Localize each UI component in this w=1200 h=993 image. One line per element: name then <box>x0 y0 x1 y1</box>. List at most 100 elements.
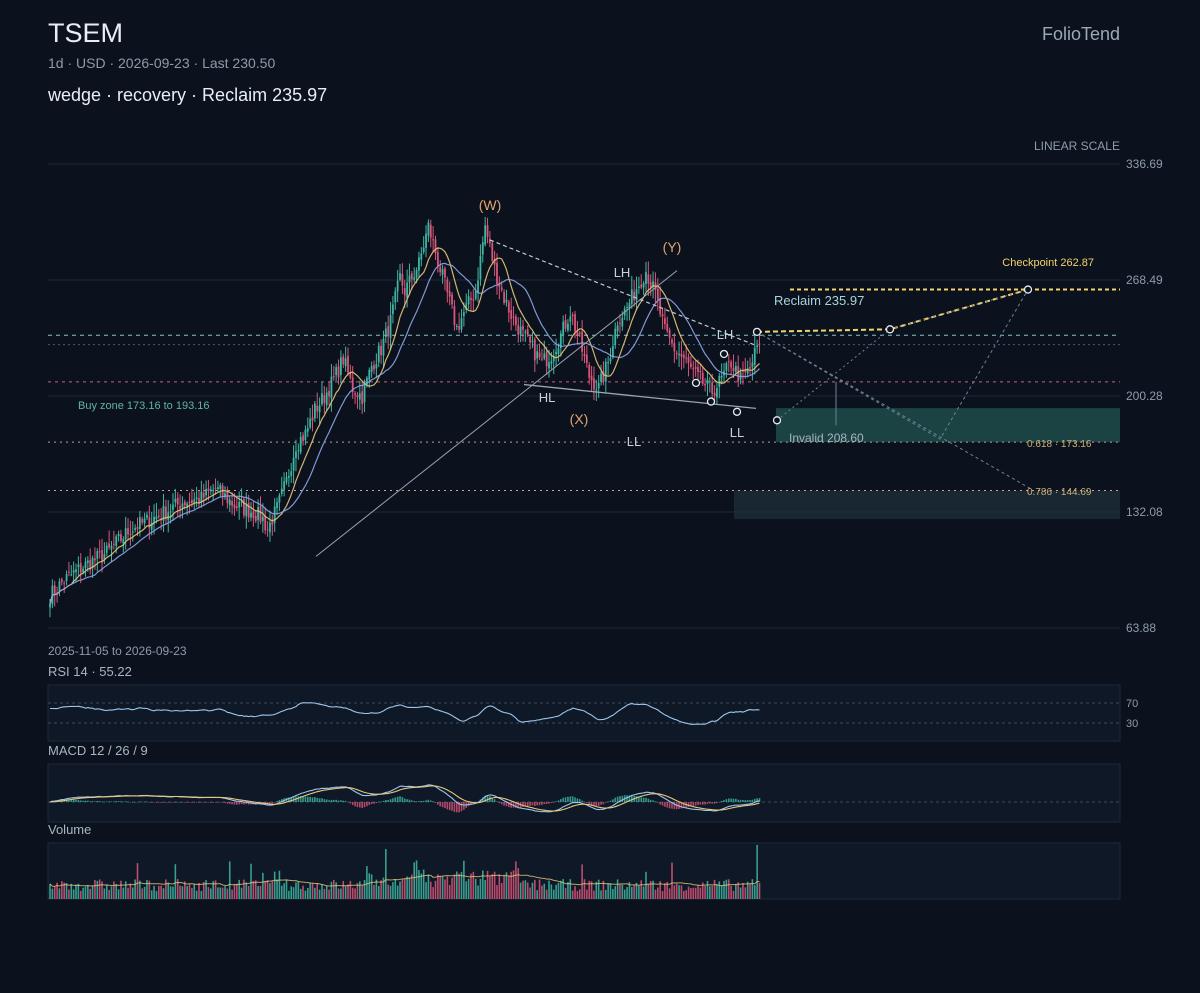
macd-hist-bar <box>148 802 151 803</box>
macd-hist-bar <box>515 802 517 808</box>
invalid-label: Invalid 208.60 <box>789 431 864 445</box>
macd-hist-bar <box>280 799 283 802</box>
volume-bar <box>217 887 219 899</box>
volume-bar <box>413 862 416 899</box>
volume-bar <box>316 883 319 899</box>
candle-body <box>186 503 189 507</box>
candle-body <box>690 363 692 368</box>
volume-bar <box>687 886 690 899</box>
volume-bar <box>692 887 695 899</box>
candle-body <box>250 512 252 518</box>
volume-bar <box>403 878 406 899</box>
candle-body <box>176 497 179 505</box>
macd-hist-bar <box>484 795 486 802</box>
candle-body <box>666 323 669 331</box>
macd-hist-bar <box>432 801 434 802</box>
rsi-level-label: 30 <box>1126 718 1138 730</box>
candle-body <box>512 316 515 318</box>
candle-body <box>597 382 600 389</box>
macd-hist-bar <box>597 802 600 806</box>
candle-body <box>269 522 271 533</box>
candle-body <box>697 367 699 372</box>
volume-bar <box>477 885 479 899</box>
macd-hist-bar <box>214 802 217 803</box>
volume-bar <box>394 879 397 899</box>
macd-hist-bar <box>306 796 309 802</box>
wave-label-w: (W) <box>479 197 502 213</box>
macd-hist-bar <box>84 800 87 802</box>
volume-bar <box>593 890 595 899</box>
macd-hist-bar <box>79 800 82 802</box>
macd-hist-bar <box>231 802 233 805</box>
macd-hist-bar <box>91 801 94 802</box>
macd-hist-bar <box>581 800 583 802</box>
macd-hist-bar <box>273 802 276 803</box>
macd-hist-bar <box>498 802 501 804</box>
volume-bar <box>685 890 687 899</box>
macd-hist-bar <box>453 802 456 812</box>
volume-bar <box>96 880 99 899</box>
macd-hist-bar <box>732 798 735 802</box>
volume-bar <box>701 882 704 899</box>
macd-hist-bar <box>238 802 240 805</box>
macd-hist-bar <box>578 799 581 802</box>
volume-bar <box>753 885 756 899</box>
macd-hist-bar <box>333 799 335 802</box>
volume-bar <box>318 889 321 899</box>
candle-body <box>465 303 468 310</box>
volume-bar <box>136 863 139 899</box>
macd-hist-bar <box>254 802 257 805</box>
reclaim-label: Reclaim 235.97 <box>774 293 864 308</box>
candle-body <box>164 506 167 520</box>
volume-bar <box>588 880 591 899</box>
volume-bar <box>571 890 574 899</box>
volume-bar <box>479 878 482 899</box>
macd-hist-bar <box>486 795 489 802</box>
volume-bar <box>744 887 747 899</box>
macd-hist-bar <box>321 798 323 802</box>
macd-hist-bar <box>723 800 725 802</box>
candle-body <box>458 325 461 330</box>
macd-hist-bar <box>89 801 92 802</box>
candle-body <box>349 372 352 378</box>
candle-body <box>611 346 614 358</box>
macd-hist-bar <box>359 802 361 808</box>
macd-hist-bar <box>172 802 174 803</box>
volume-bar <box>311 883 314 899</box>
ma-fast-line <box>49 247 760 605</box>
candle-body <box>238 502 241 508</box>
volume-bar <box>649 880 652 899</box>
volume-bar <box>212 881 214 899</box>
volume-bar <box>337 888 340 899</box>
volume-bar <box>143 886 146 899</box>
volume-bar <box>758 882 761 899</box>
candle-body <box>548 362 550 369</box>
volume-bar <box>427 874 430 899</box>
candle-body <box>366 377 368 385</box>
candle-body <box>470 298 472 300</box>
macd-hist-bar <box>120 801 122 802</box>
macd-hist-bar <box>356 802 359 808</box>
volume-bar <box>642 886 645 899</box>
candle-body <box>217 487 219 490</box>
fib-618-label: 0.618 · 173.16 <box>1027 439 1092 450</box>
macd-hist-bar <box>730 798 732 802</box>
volume-bar <box>718 881 721 899</box>
macd-hist-bar <box>406 799 408 802</box>
macd-hist-bar <box>441 802 444 808</box>
volume-bar <box>614 886 617 899</box>
macd-hist-bar <box>351 802 354 806</box>
candle-body <box>744 370 747 373</box>
volume-bar <box>233 884 236 899</box>
macd-hist-bar <box>411 800 413 802</box>
macd-signal-line <box>49 785 760 812</box>
volume-bar <box>160 885 162 899</box>
macd-hist-bar <box>68 799 70 802</box>
candle-body <box>271 520 274 526</box>
candle-body <box>652 281 654 287</box>
volume-bar <box>470 873 472 899</box>
macd-hist-bar <box>236 802 238 805</box>
volume-bar <box>581 864 583 899</box>
scale-toggle[interactable]: LINEAR SCALE <box>1033 139 1120 153</box>
rsi-panel-title: RSI 14 · 55.22 <box>48 664 132 679</box>
